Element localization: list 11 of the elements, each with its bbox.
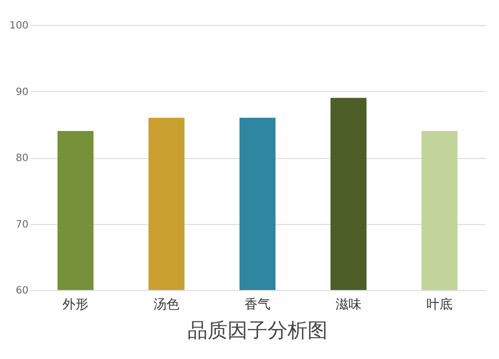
x-tick-label: 叶底	[426, 298, 452, 312]
x-tick-label: 外形	[62, 298, 88, 312]
y-tick-label: 80	[16, 153, 28, 164]
y-tick-label: 100	[9, 20, 28, 32]
x-tick-label: 汤色	[154, 298, 180, 312]
text: 品质因子分析图	[188, 318, 328, 342]
y-tick-label: 90	[16, 86, 28, 98]
y-tick-label: 60	[16, 286, 28, 296]
x-tick-label: 香气	[244, 298, 270, 312]
y-tick-label: 70	[16, 219, 28, 230]
x-tick-label: 滋味	[336, 298, 362, 312]
